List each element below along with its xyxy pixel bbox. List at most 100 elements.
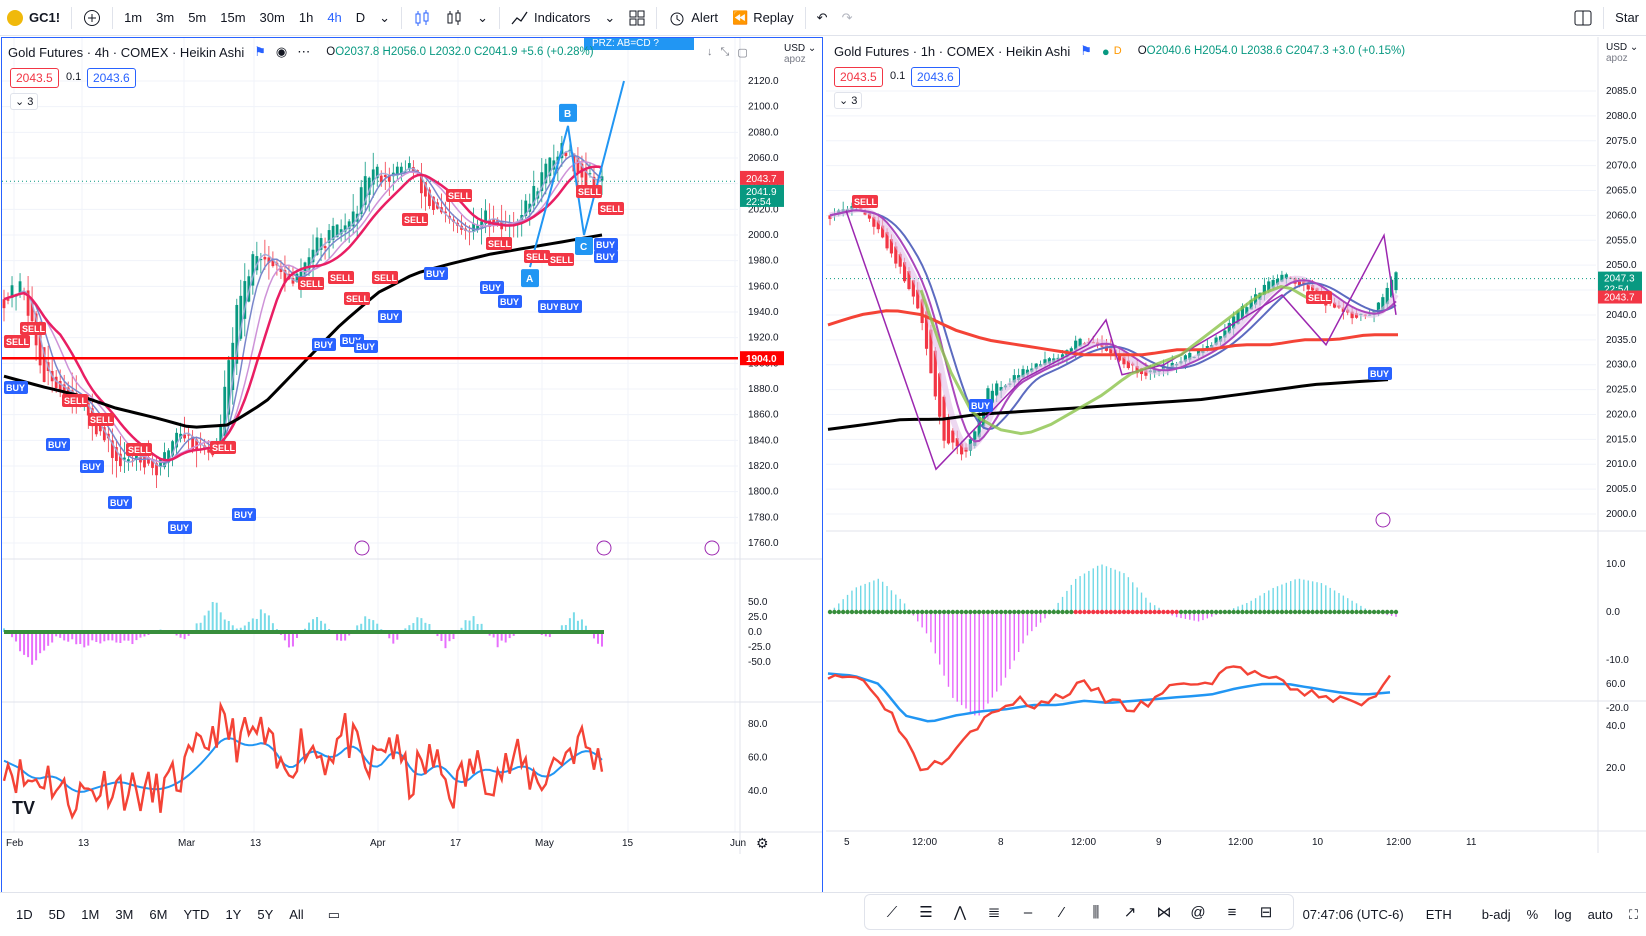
zero-dot	[1069, 609, 1074, 615]
candle-body	[395, 166, 399, 176]
range-5y[interactable]: 5Y	[257, 907, 274, 922]
bid-price-box[interactable]: 2043.5	[834, 67, 883, 87]
chart-type-dropdown[interactable]: ⌄	[470, 0, 495, 36]
zero-dot	[928, 609, 934, 615]
tf-30m[interactable]: 30m	[259, 10, 285, 25]
channel-tool-icon[interactable]: ≣	[987, 904, 1001, 921]
event-marker-icon[interactable]	[1375, 512, 1391, 528]
range-6m[interactable]: 6M	[149, 907, 168, 922]
alert-button[interactable]: Alert	[661, 0, 725, 36]
candle-body	[114, 447, 118, 462]
candle-body	[399, 166, 403, 174]
tf-1h[interactable]: 1h	[298, 10, 314, 25]
symbol-search[interactable]: GC1!	[0, 0, 67, 36]
range-all[interactable]: All	[289, 907, 304, 922]
settings-tool-icon[interactable]: ⊟	[1259, 904, 1273, 921]
right-chart-panel[interactable]: 2085.0 2080.0 2075.0 2070.0 2065.0 2060.0 2055…	[826, 37, 1646, 897]
zero-dot	[1064, 609, 1070, 615]
buy-signal-text: BUY	[596, 252, 615, 262]
log-toggle[interactable]: log	[1554, 907, 1572, 922]
divider	[804, 6, 806, 29]
undo-button[interactable]: ↶	[810, 0, 835, 36]
spiral-tool-icon[interactable]: @	[1190, 903, 1206, 921]
trend-line-icon[interactable]: ⁄	[1060, 903, 1064, 921]
pattern-tool-icon[interactable]: ⟋	[886, 903, 898, 921]
sell-signal-label	[446, 189, 472, 202]
adjust-toggle[interactable]: b-adj	[1481, 907, 1511, 922]
arrow-down-icon[interactable]: ↓	[707, 46, 713, 58]
horizontal-line-icon[interactable]: –	[1023, 903, 1033, 921]
event-marker-icon[interactable]	[704, 540, 720, 556]
tf-1m[interactable]: 1m	[124, 10, 143, 25]
timeframe-dropdown[interactable]: ⌄	[372, 0, 397, 36]
candle-body	[894, 246, 898, 264]
candle-body	[187, 434, 191, 436]
add-symbol-button[interactable]	[76, 0, 108, 36]
left-chart-canvas[interactable]: 2120.02100.02080.02060.02040.02020.02000…	[2, 38, 823, 897]
range-1d[interactable]: 1D	[16, 907, 33, 922]
layout-button[interactable]	[622, 0, 652, 36]
candle-body	[375, 166, 379, 179]
indicator-collapse-toggle[interactable]: ⌄ 3	[834, 92, 863, 109]
zero-dot	[1104, 609, 1109, 615]
pattern-point-label: A	[526, 274, 533, 285]
indicators-dropdown[interactable]: ⌄	[597, 0, 622, 36]
price-tick-label: 2080.0	[1606, 111, 1637, 122]
osc-tick-label: 25.0	[748, 612, 768, 623]
pitchfork-icon[interactable]: ⫼	[1092, 903, 1100, 921]
zero-dot	[849, 609, 855, 615]
range-ytd[interactable]: YTD	[183, 907, 210, 922]
goto-date-button[interactable]: ▭	[320, 907, 348, 923]
auto-toggle[interactable]: auto	[1587, 907, 1613, 922]
ray-tool-icon[interactable]: ↗	[1123, 904, 1137, 921]
indicators-button[interactable]: Indicators	[504, 0, 597, 36]
event-marker-icon[interactable]	[354, 540, 370, 556]
replay-button[interactable]: ⏪ Replay	[725, 0, 801, 36]
more-icon[interactable]: ⋯	[297, 44, 311, 59]
left-chart-panel[interactable]: 2120.02100.02080.02060.02040.02020.02000…	[1, 37, 823, 897]
tf-5m[interactable]: 5m	[188, 10, 207, 25]
candle-body	[167, 450, 170, 463]
tf-4h[interactable]: 4h	[327, 10, 342, 25]
range-5d[interactable]: 5D	[48, 907, 66, 922]
candle-body	[127, 459, 130, 462]
ask-price-box[interactable]: 2043.6	[911, 67, 960, 87]
candle-body	[155, 463, 158, 476]
range-1m[interactable]: 1M	[81, 907, 100, 922]
flag-icon: ⚑	[1080, 43, 1092, 58]
tf-d[interactable]: D	[355, 10, 366, 25]
eye-icon[interactable]: ◉	[275, 44, 288, 59]
fib-tool-icon[interactable]: ☰	[919, 904, 933, 921]
bar-style-button[interactable]	[406, 0, 438, 36]
currency-selector[interactable]: USD ⌄ apoz	[1606, 42, 1639, 64]
bid-price-box[interactable]: 2043.5	[10, 68, 59, 88]
plus-circle-icon	[84, 9, 101, 26]
ask-price-box[interactable]: 2043.6	[87, 68, 136, 88]
range-3m[interactable]: 3M	[115, 907, 134, 922]
star-button[interactable]: Star	[1615, 10, 1639, 25]
abcd-tool-icon[interactable]: ⋀	[953, 904, 967, 921]
tf-15m[interactable]: 15m	[220, 10, 246, 25]
rsi-line	[2, 700, 604, 820]
range-1y[interactable]: 1Y	[225, 907, 242, 922]
redo-button[interactable]: ↷	[835, 0, 860, 36]
clock-label[interactable]: 07:47:06 (UTC-6)	[1302, 907, 1404, 922]
currency-selector[interactable]: USD ⌄ apoz	[784, 43, 817, 65]
session-toggle[interactable]: ETH	[1425, 907, 1452, 922]
indicator-collapse-toggle[interactable]: ⌄ 3	[10, 93, 39, 110]
bar-type-button[interactable]	[438, 0, 470, 36]
fullscreen-button[interactable]: ⛶	[1621, 907, 1646, 923]
right-chart-canvas[interactable]: 2085.0 2080.0 2075.0 2070.0 2065.0 2060.0 2055…	[826, 37, 1646, 897]
maximize-icon[interactable]: ▢	[737, 47, 748, 59]
percent-toggle[interactable]: %	[1526, 907, 1539, 922]
currency-label: USD	[784, 43, 806, 54]
split-layout-button[interactable]	[1567, 0, 1599, 36]
xabcd-tool-icon[interactable]: ⋈	[1156, 904, 1172, 921]
price-tick-label: 1780.0	[748, 512, 779, 523]
sell-signal-label	[88, 413, 114, 426]
fib-retracement-icon[interactable]: ≡	[1227, 903, 1237, 921]
collapse-icon[interactable]: ⤡	[720, 46, 730, 58]
price-tick-label: 2030.0	[1606, 360, 1637, 371]
tf-3m[interactable]: 3m	[156, 10, 175, 25]
event-marker-icon[interactable]	[596, 540, 612, 556]
